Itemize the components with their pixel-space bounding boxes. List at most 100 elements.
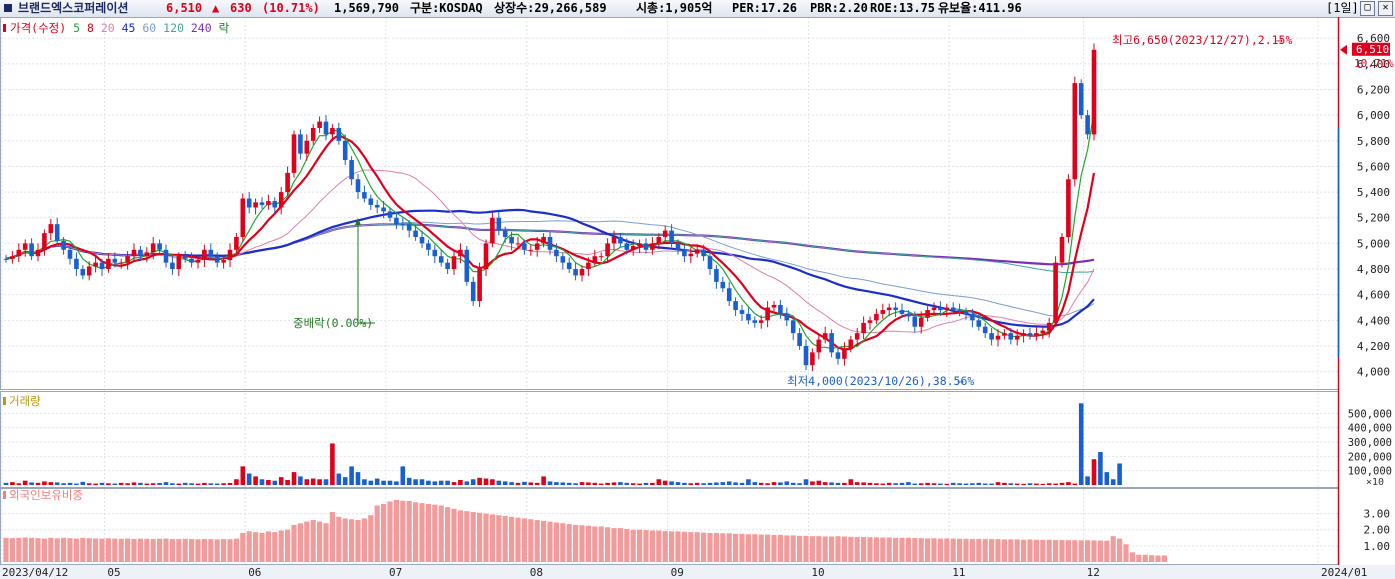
volume-tick-label: 500,000 — [1348, 408, 1392, 420]
legend-item-6: 120 — [156, 21, 184, 35]
volume-bar — [227, 482, 233, 485]
high-annotation: 최고6,650(2023/12/27),2.15% — [1112, 33, 1292, 47]
foreign-ratio-bar — [329, 511, 335, 562]
volume-bar — [1021, 483, 1026, 485]
candle-body — [720, 281, 726, 289]
period-label[interactable]: [1일] — [1326, 1, 1359, 15]
volume-bar — [688, 483, 694, 485]
volume-bar — [176, 483, 182, 485]
volume-bar — [67, 482, 73, 485]
candle-body — [291, 134, 297, 173]
candle-body — [93, 262, 98, 267]
candle-body — [957, 310, 962, 312]
low-annotation: 최저4,000(2023/10/26),38.56% — [787, 374, 974, 388]
candle-body — [771, 304, 777, 308]
foreign-ratio-bar — [80, 537, 86, 562]
volume-bar — [746, 479, 751, 485]
volume-bar — [86, 483, 92, 485]
foreign-ratio-bar — [125, 538, 131, 562]
volume-bar — [182, 482, 188, 485]
date-tick-label: 06 — [248, 566, 261, 579]
foreign-ratio-bar — [67, 538, 73, 562]
volume-bar — [976, 482, 982, 485]
volume-bars[interactable] — [3, 403, 1122, 485]
legend-item-1: 5 — [66, 21, 80, 35]
volume-bar — [413, 479, 418, 485]
candle-body — [451, 256, 457, 270]
foreign-ratio-bar — [969, 538, 975, 562]
volume-bar — [701, 483, 706, 485]
volume-bar — [387, 480, 393, 485]
candle-body — [637, 243, 642, 246]
candle-body — [950, 307, 956, 311]
price-tick-label: 5,000 — [1357, 237, 1390, 250]
volume-bar — [368, 480, 374, 485]
foreign-ratio-bars[interactable] — [3, 499, 1167, 562]
maximize-icon[interactable]: □ — [1360, 1, 1375, 16]
volume-bar — [464, 481, 470, 485]
stock-chart[interactable]: 4,000 4,200 4,400 4,600 4,800 5,000 5,200 5,400… — [0, 17, 1395, 579]
volume-bar — [714, 482, 719, 485]
candle-body — [368, 198, 374, 205]
foreign-ratio-bar — [681, 531, 687, 562]
menu-square-icon[interactable] — [4, 4, 12, 12]
volume-bar — [816, 480, 822, 485]
candle-body — [694, 249, 700, 254]
listed-shares: 상장수:29,266,589 — [494, 1, 607, 15]
candle-body — [1078, 83, 1084, 116]
legend-item-7: 240 — [184, 21, 212, 35]
foreign-ratio-bar — [1129, 552, 1135, 562]
volume-bar — [906, 482, 911, 485]
candle-body — [611, 236, 617, 244]
volume-bar — [842, 482, 847, 485]
foreign-ratio-bar — [483, 513, 489, 562]
foreign-ratio-bar — [598, 526, 604, 562]
foreign-ratio-bar — [579, 525, 585, 562]
volume-bar — [707, 482, 713, 485]
current-price-tag: 6,510 — [1356, 43, 1389, 56]
candlesticks[interactable] — [3, 43, 1097, 372]
candle-body — [912, 316, 918, 327]
per-value: PER:17.26 — [732, 1, 798, 15]
foreign-ratio-bar — [989, 539, 995, 562]
volume-bar — [432, 481, 438, 485]
foreign-ratio-bar — [733, 533, 739, 562]
foreign-ratio-bar — [739, 533, 745, 562]
foreign-ratio-bar — [451, 508, 457, 562]
foreign-ratio-bar — [592, 526, 598, 562]
close-icon[interactable]: ✕ — [1378, 1, 1393, 16]
foreign-ratio-bar — [848, 536, 854, 562]
foreign-ratio-bar — [445, 507, 451, 562]
foreign-ratio-bar — [957, 538, 963, 562]
candle-body — [534, 243, 540, 250]
price-tick-label: 6,400 — [1357, 58, 1390, 71]
volume-bar — [541, 476, 546, 485]
volume-bar — [1053, 483, 1058, 485]
candle-body — [989, 333, 994, 340]
date-tick-label: 2024/01 — [1321, 566, 1367, 579]
foreign-ratio-bar — [1085, 540, 1091, 562]
candle-body — [272, 201, 278, 208]
volume-bar — [317, 479, 322, 485]
date-tick-label: 07 — [389, 566, 402, 579]
volume-bar — [758, 482, 764, 485]
legend-item-2: 8 — [80, 21, 94, 35]
volume-bar — [918, 483, 924, 485]
foreign-ratio-bar — [617, 528, 623, 562]
candle-body — [592, 256, 598, 263]
candle-body — [944, 307, 950, 311]
candle-body — [48, 224, 54, 234]
volume-bar — [470, 479, 476, 485]
volume-bar — [893, 483, 898, 485]
foreign-ratio-bar — [790, 535, 796, 562]
foreign-ratio-bar — [880, 537, 886, 562]
foreign-ratio-bar — [694, 532, 700, 562]
volume-bar — [784, 481, 790, 485]
volume-bar — [80, 481, 86, 485]
volume-bar — [605, 482, 610, 485]
candle-body — [874, 313, 879, 321]
foreign-legend-label: 외국인보유비중 — [9, 488, 83, 502]
volume-bar — [874, 483, 879, 485]
candle-body — [906, 313, 911, 317]
foreign-ratio-bar — [662, 531, 668, 562]
